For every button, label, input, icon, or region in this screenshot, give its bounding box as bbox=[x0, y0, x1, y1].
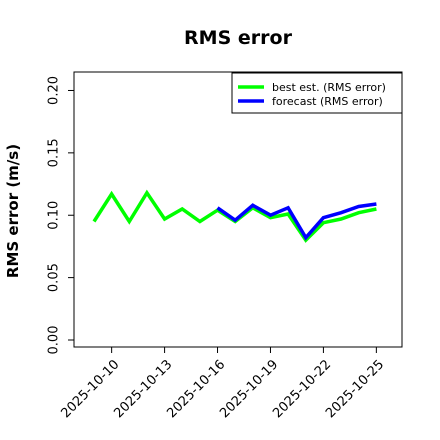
y-tick-label: 0.00 bbox=[47, 326, 62, 355]
legend: best est. (RMS error)forecast (RMS error… bbox=[231, 72, 403, 114]
y-tick-label: 0.20 bbox=[47, 76, 62, 105]
legend-box bbox=[231, 72, 403, 114]
y-tick-label: 0.05 bbox=[47, 263, 62, 292]
series-line-forecast bbox=[216, 202, 377, 241]
chart-title: RMS error bbox=[184, 27, 293, 49]
y-tick-label: 0.10 bbox=[47, 201, 62, 230]
legend-label: forecast (RMS error) bbox=[272, 95, 383, 108]
y-tick-label: 0.15 bbox=[47, 138, 62, 167]
y-axis-label: RMS error (m/s) bbox=[4, 144, 22, 278]
plot-area: 0.000.050.100.150.202025-10-102025-10-13… bbox=[47, 76, 388, 421]
legend-label: best est. (RMS error) bbox=[272, 81, 386, 94]
plot-frame bbox=[73, 71, 403, 348]
